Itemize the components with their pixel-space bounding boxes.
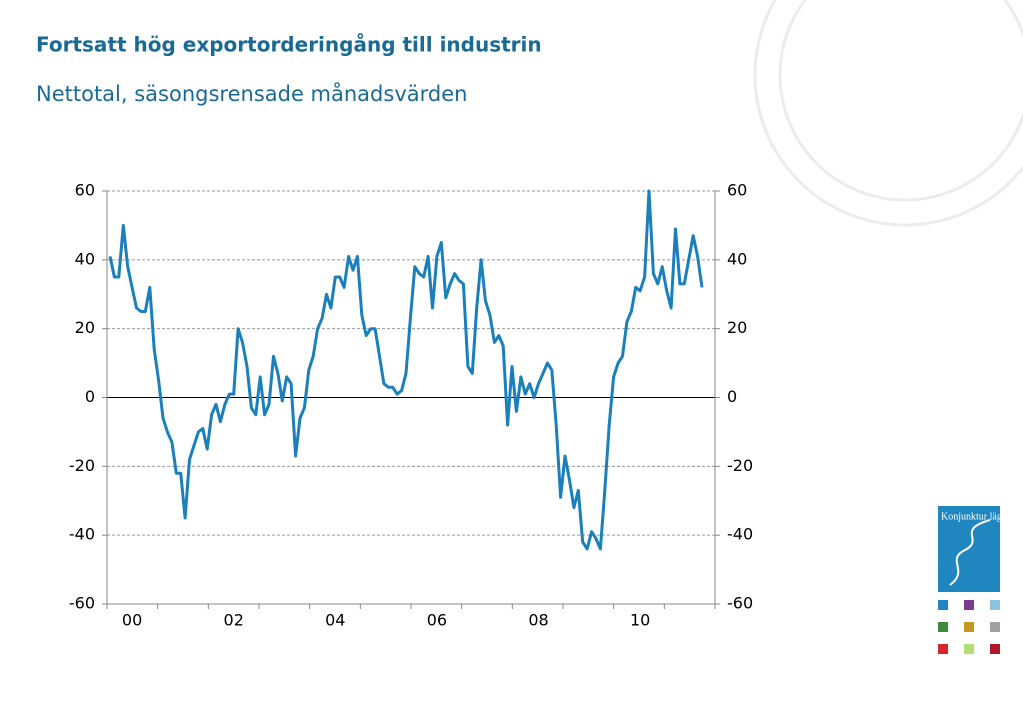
chart-subtitle: Nettotal, säsongsrensade månadsvärden <box>36 81 467 106</box>
x-tick-label: 10 <box>630 611 650 630</box>
y2-tick-label: 60 <box>727 181 747 200</box>
y-tick-label: 20 <box>75 318 95 337</box>
y2-tick-label: 0 <box>727 387 737 406</box>
x-tick-label: 06 <box>427 611 447 630</box>
y-tick-label: -20 <box>69 456 95 475</box>
y2-tick-label: 40 <box>727 249 747 268</box>
x-tick-label: 08 <box>528 611 548 630</box>
y-tick-label: -40 <box>69 525 95 544</box>
logo-text: Konjunktur läget <box>941 511 1009 522</box>
y-tick-label: 0 <box>85 387 95 406</box>
x-tick-label: 04 <box>325 611 345 630</box>
y2-tick-label: -40 <box>727 525 753 544</box>
watermark <box>753 0 1023 227</box>
y2-tick-label: 20 <box>727 318 747 337</box>
y-tick-label: -60 <box>69 594 95 613</box>
logo: Konjunktur läget <box>938 506 1009 654</box>
y2-tick-label: -60 <box>727 594 753 613</box>
x-tick-label: 02 <box>224 611 244 630</box>
data-line <box>108 189 704 551</box>
x-tick-label: 00 <box>122 611 142 630</box>
chart-title: Fortsatt hög exportorderingång till indu… <box>36 33 542 57</box>
y-tick-label: 60 <box>75 181 95 200</box>
y-tick-label: 40 <box>75 249 95 268</box>
y2-tick-label: -20 <box>727 456 753 475</box>
